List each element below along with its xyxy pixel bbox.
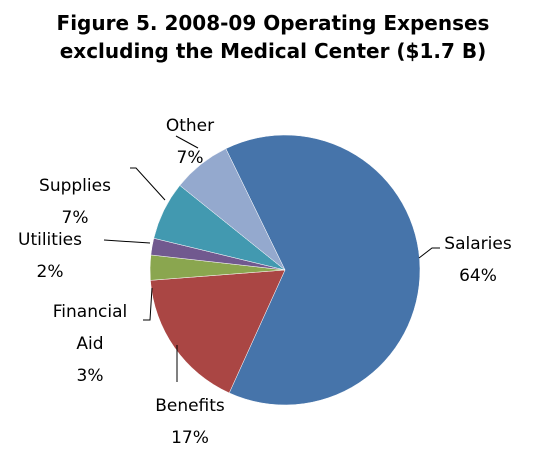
category-label: Salaries — [444, 234, 512, 254]
value-label: 7% — [176, 148, 204, 168]
category-label: Financial Aid — [52, 302, 128, 354]
chart-title: excluding the Medical Center ($1.7 B) — [60, 39, 487, 63]
leader-line — [175, 135, 199, 149]
leader-line — [143, 287, 153, 321]
data-label: Supplies 7% — [20, 170, 130, 234]
pie-slice — [225, 134, 421, 406]
data-label: Other 7% — [160, 110, 220, 174]
value-label: 7% — [61, 208, 89, 228]
category-label: Benefits — [155, 396, 225, 416]
data-label: Financial Aid 3% — [40, 296, 140, 392]
category-label: Other — [165, 116, 215, 136]
data-label: Salaries 64% — [440, 228, 516, 292]
slices — [149, 134, 421, 406]
category-label: Supplies — [39, 176, 111, 196]
data-label: Benefits 17% — [140, 390, 240, 454]
leader-line — [130, 167, 166, 201]
category-label: Utilities — [18, 230, 82, 250]
leader-line — [418, 247, 440, 259]
value-label: 64% — [459, 266, 497, 286]
chart-title: Figure 5. 2008-09 Operating Expenses — [57, 11, 490, 35]
pie-slice — [179, 148, 286, 271]
value-label: 17% — [171, 428, 209, 448]
value-label: 2% — [36, 262, 64, 282]
data-label: Utilities 2% — [0, 224, 100, 288]
leader-line — [103, 239, 151, 244]
value-label: 3% — [76, 366, 104, 386]
